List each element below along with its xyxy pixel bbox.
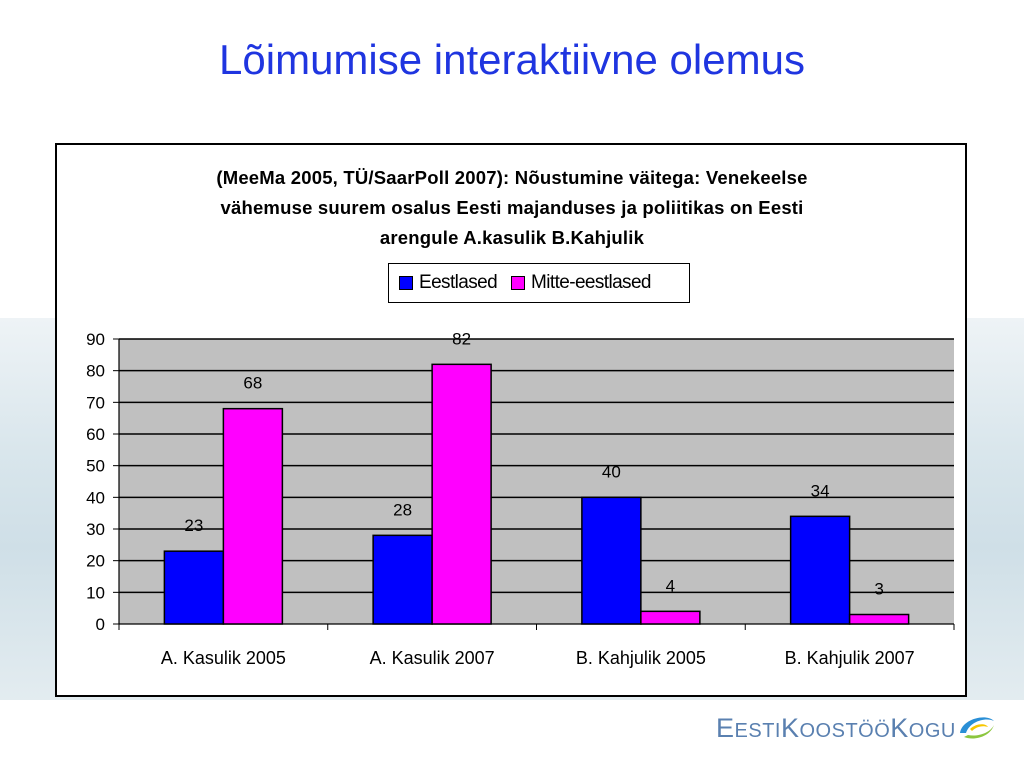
chart-title-line: arengule A.kasulik B.Kahjulik: [379, 227, 645, 248]
legend-item-mitte-eestlased: Mitte-eestlased: [511, 272, 651, 294]
bar: [431, 363, 492, 625]
x-tick-label: A. Kasulik 2007: [370, 648, 495, 668]
bar: [789, 515, 851, 625]
y-tick-label: 70: [86, 393, 105, 412]
slide-title: Lõimumise interaktiivne olemus: [219, 36, 805, 83]
legend-label: Eestlased: [419, 272, 498, 293]
legend-label: Mitte-eestlased: [531, 272, 651, 293]
data-label: 34: [811, 481, 830, 500]
data-label: 40: [602, 462, 621, 481]
legend-item-eestlased: Eestlased: [399, 272, 498, 294]
chart-legend: Eestlased Mitte-eestlased: [388, 263, 690, 303]
y-tick-label: 50: [86, 457, 105, 476]
bar: [848, 613, 910, 625]
x-tick-label: A. Kasulik 2005: [161, 648, 286, 668]
data-label: 82: [452, 329, 471, 348]
y-tick-label: 90: [86, 330, 105, 349]
legend-swatch-eestlased: [399, 276, 413, 290]
chart-title-line: vähemuse suurem osalus Eesti majanduses …: [220, 197, 804, 218]
y-tick-label: 0: [96, 615, 105, 634]
chart-title-line: (MeeMa 2005, TÜ/SaarPoll 2007): Nõustumi…: [216, 167, 808, 188]
x-tick-label: B. Kahjulik 2007: [785, 648, 915, 668]
bar: [222, 407, 284, 625]
logo-text: EESTIKOOSTÖÖKOGU: [716, 712, 956, 743]
data-label: 68: [243, 374, 262, 393]
bar: [372, 534, 433, 625]
x-tick-label: B. Kahjulik 2005: [576, 648, 706, 668]
y-tick-label: 20: [86, 552, 105, 571]
data-label: 4: [666, 576, 675, 595]
bar: [640, 610, 701, 625]
data-label: 3: [874, 580, 883, 599]
chart-frame: (MeeMa 2005, TÜ/SaarPoll 2007): Nõustumi…: [55, 143, 967, 697]
y-tick-label: 10: [86, 583, 105, 602]
bar: [581, 496, 642, 625]
chart-plot: 0 10 20 30 40 50 60 70 80 90 23 68 A. Kasulik 2005 28…: [86, 329, 955, 668]
y-tick-label: 30: [86, 520, 105, 539]
logo: EESTIKOOSTÖÖKOGU: [716, 708, 998, 748]
legend-swatch-mitte-eestlased: [511, 276, 526, 290]
data-label: 28: [393, 500, 412, 519]
y-tick-label: 40: [86, 488, 105, 507]
logo-swirl-icon: [959, 717, 994, 739]
bar: [163, 550, 225, 625]
chart-title: (MeeMa 2005, TÜ/SaarPoll 2007): Nõustumi…: [157, 163, 867, 253]
data-label: 23: [184, 516, 203, 535]
y-tick-label: 60: [86, 425, 105, 444]
y-tick-label: 80: [86, 362, 105, 381]
